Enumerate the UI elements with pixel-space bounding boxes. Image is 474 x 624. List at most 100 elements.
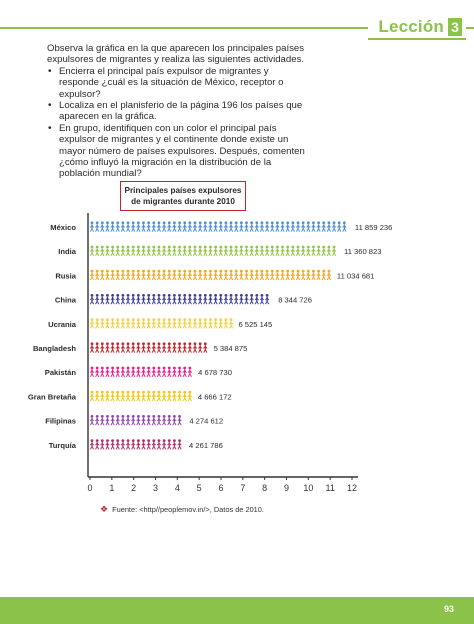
person-mark <box>218 221 223 232</box>
person-head <box>193 294 197 297</box>
person-head <box>183 390 187 394</box>
person-mark <box>89 342 95 353</box>
person-head <box>224 318 228 321</box>
person-arm <box>153 273 156 277</box>
person-leg <box>96 349 100 353</box>
person-arm <box>96 418 100 422</box>
person-mark <box>254 245 259 257</box>
person-leg <box>148 446 151 450</box>
person-head <box>322 245 326 249</box>
person-head <box>116 366 120 370</box>
person-head <box>229 245 233 249</box>
person-arm <box>138 394 141 398</box>
person-arm <box>297 249 301 252</box>
person-mark <box>187 318 192 329</box>
person-leg <box>199 228 203 232</box>
person-arm <box>287 273 290 277</box>
x-tick-label: 8 <box>262 483 267 493</box>
person-mark <box>306 269 311 281</box>
person-mark <box>156 318 162 329</box>
bar-4 <box>89 318 234 329</box>
person-head <box>178 318 181 321</box>
person-leg <box>194 325 198 329</box>
person-head <box>178 294 181 297</box>
person-mark <box>198 342 203 353</box>
person-arm <box>91 346 95 349</box>
person-arm <box>127 273 131 277</box>
person-leg <box>91 421 95 426</box>
person-mark <box>131 221 136 232</box>
person-arm <box>318 249 321 252</box>
person-leg <box>122 397 125 402</box>
person-head <box>219 318 223 321</box>
person-head <box>142 390 145 394</box>
person-leg <box>168 276 172 281</box>
bar-6 <box>89 366 192 378</box>
person-mark <box>125 318 131 329</box>
person-arm <box>96 249 100 252</box>
person-arm <box>230 297 234 301</box>
person-mark <box>270 269 275 281</box>
person-head <box>126 439 130 442</box>
person-leg <box>271 276 275 281</box>
person-head <box>167 318 171 321</box>
person-arm <box>292 225 295 228</box>
person-head <box>198 294 202 297</box>
person-arm <box>122 346 126 349</box>
person-arm <box>132 225 136 228</box>
person-leg <box>153 373 156 378</box>
person-head <box>183 366 187 370</box>
person-mark <box>218 245 223 257</box>
person-arm <box>225 297 229 301</box>
header-rule <box>0 27 474 29</box>
person-arm <box>313 225 316 228</box>
person-arm <box>174 273 177 277</box>
person-mark <box>146 366 151 378</box>
bar-2 <box>89 269 332 281</box>
person-mark <box>120 269 126 281</box>
person-arm <box>168 370 172 373</box>
person-leg <box>112 325 115 329</box>
person-arm <box>194 297 198 301</box>
person-leg <box>173 397 177 402</box>
person-leg <box>137 252 141 257</box>
person-leg <box>163 446 167 450</box>
activity-item: Encierra el principal país expulsor de m… <box>47 66 309 100</box>
person-head <box>116 342 120 346</box>
person-mark <box>218 269 223 281</box>
person-head <box>327 221 331 225</box>
person-head <box>224 221 228 225</box>
person-leg <box>179 325 182 329</box>
person-leg <box>297 276 301 281</box>
person-leg <box>96 300 100 305</box>
person-leg <box>261 276 264 281</box>
activity-item: En grupo, identifiquen con un color el p… <box>47 123 309 180</box>
person-arm <box>323 225 326 228</box>
x-tick-label: 0 <box>87 483 92 493</box>
person-head <box>126 415 130 418</box>
person-mark <box>125 342 131 353</box>
person-leg <box>112 276 115 281</box>
person-mark <box>105 366 110 378</box>
person-arm <box>328 273 332 277</box>
person-mark <box>110 415 115 426</box>
person-head <box>162 294 166 297</box>
person-head <box>95 390 99 394</box>
person-leg <box>184 349 187 353</box>
person-leg <box>173 421 177 426</box>
person-arm <box>179 442 182 446</box>
person-head <box>234 269 238 273</box>
person-leg <box>91 228 95 232</box>
person-head <box>183 342 187 346</box>
person-arm <box>225 273 229 277</box>
person-mark <box>326 245 332 257</box>
person-head <box>167 342 171 346</box>
person-head <box>203 269 207 273</box>
person-leg <box>132 446 136 450</box>
person-mark <box>167 269 172 281</box>
person-mark <box>105 318 110 329</box>
person-head <box>291 269 295 273</box>
person-arm <box>230 321 234 325</box>
person-leg <box>163 276 167 281</box>
person-head <box>286 245 290 249</box>
